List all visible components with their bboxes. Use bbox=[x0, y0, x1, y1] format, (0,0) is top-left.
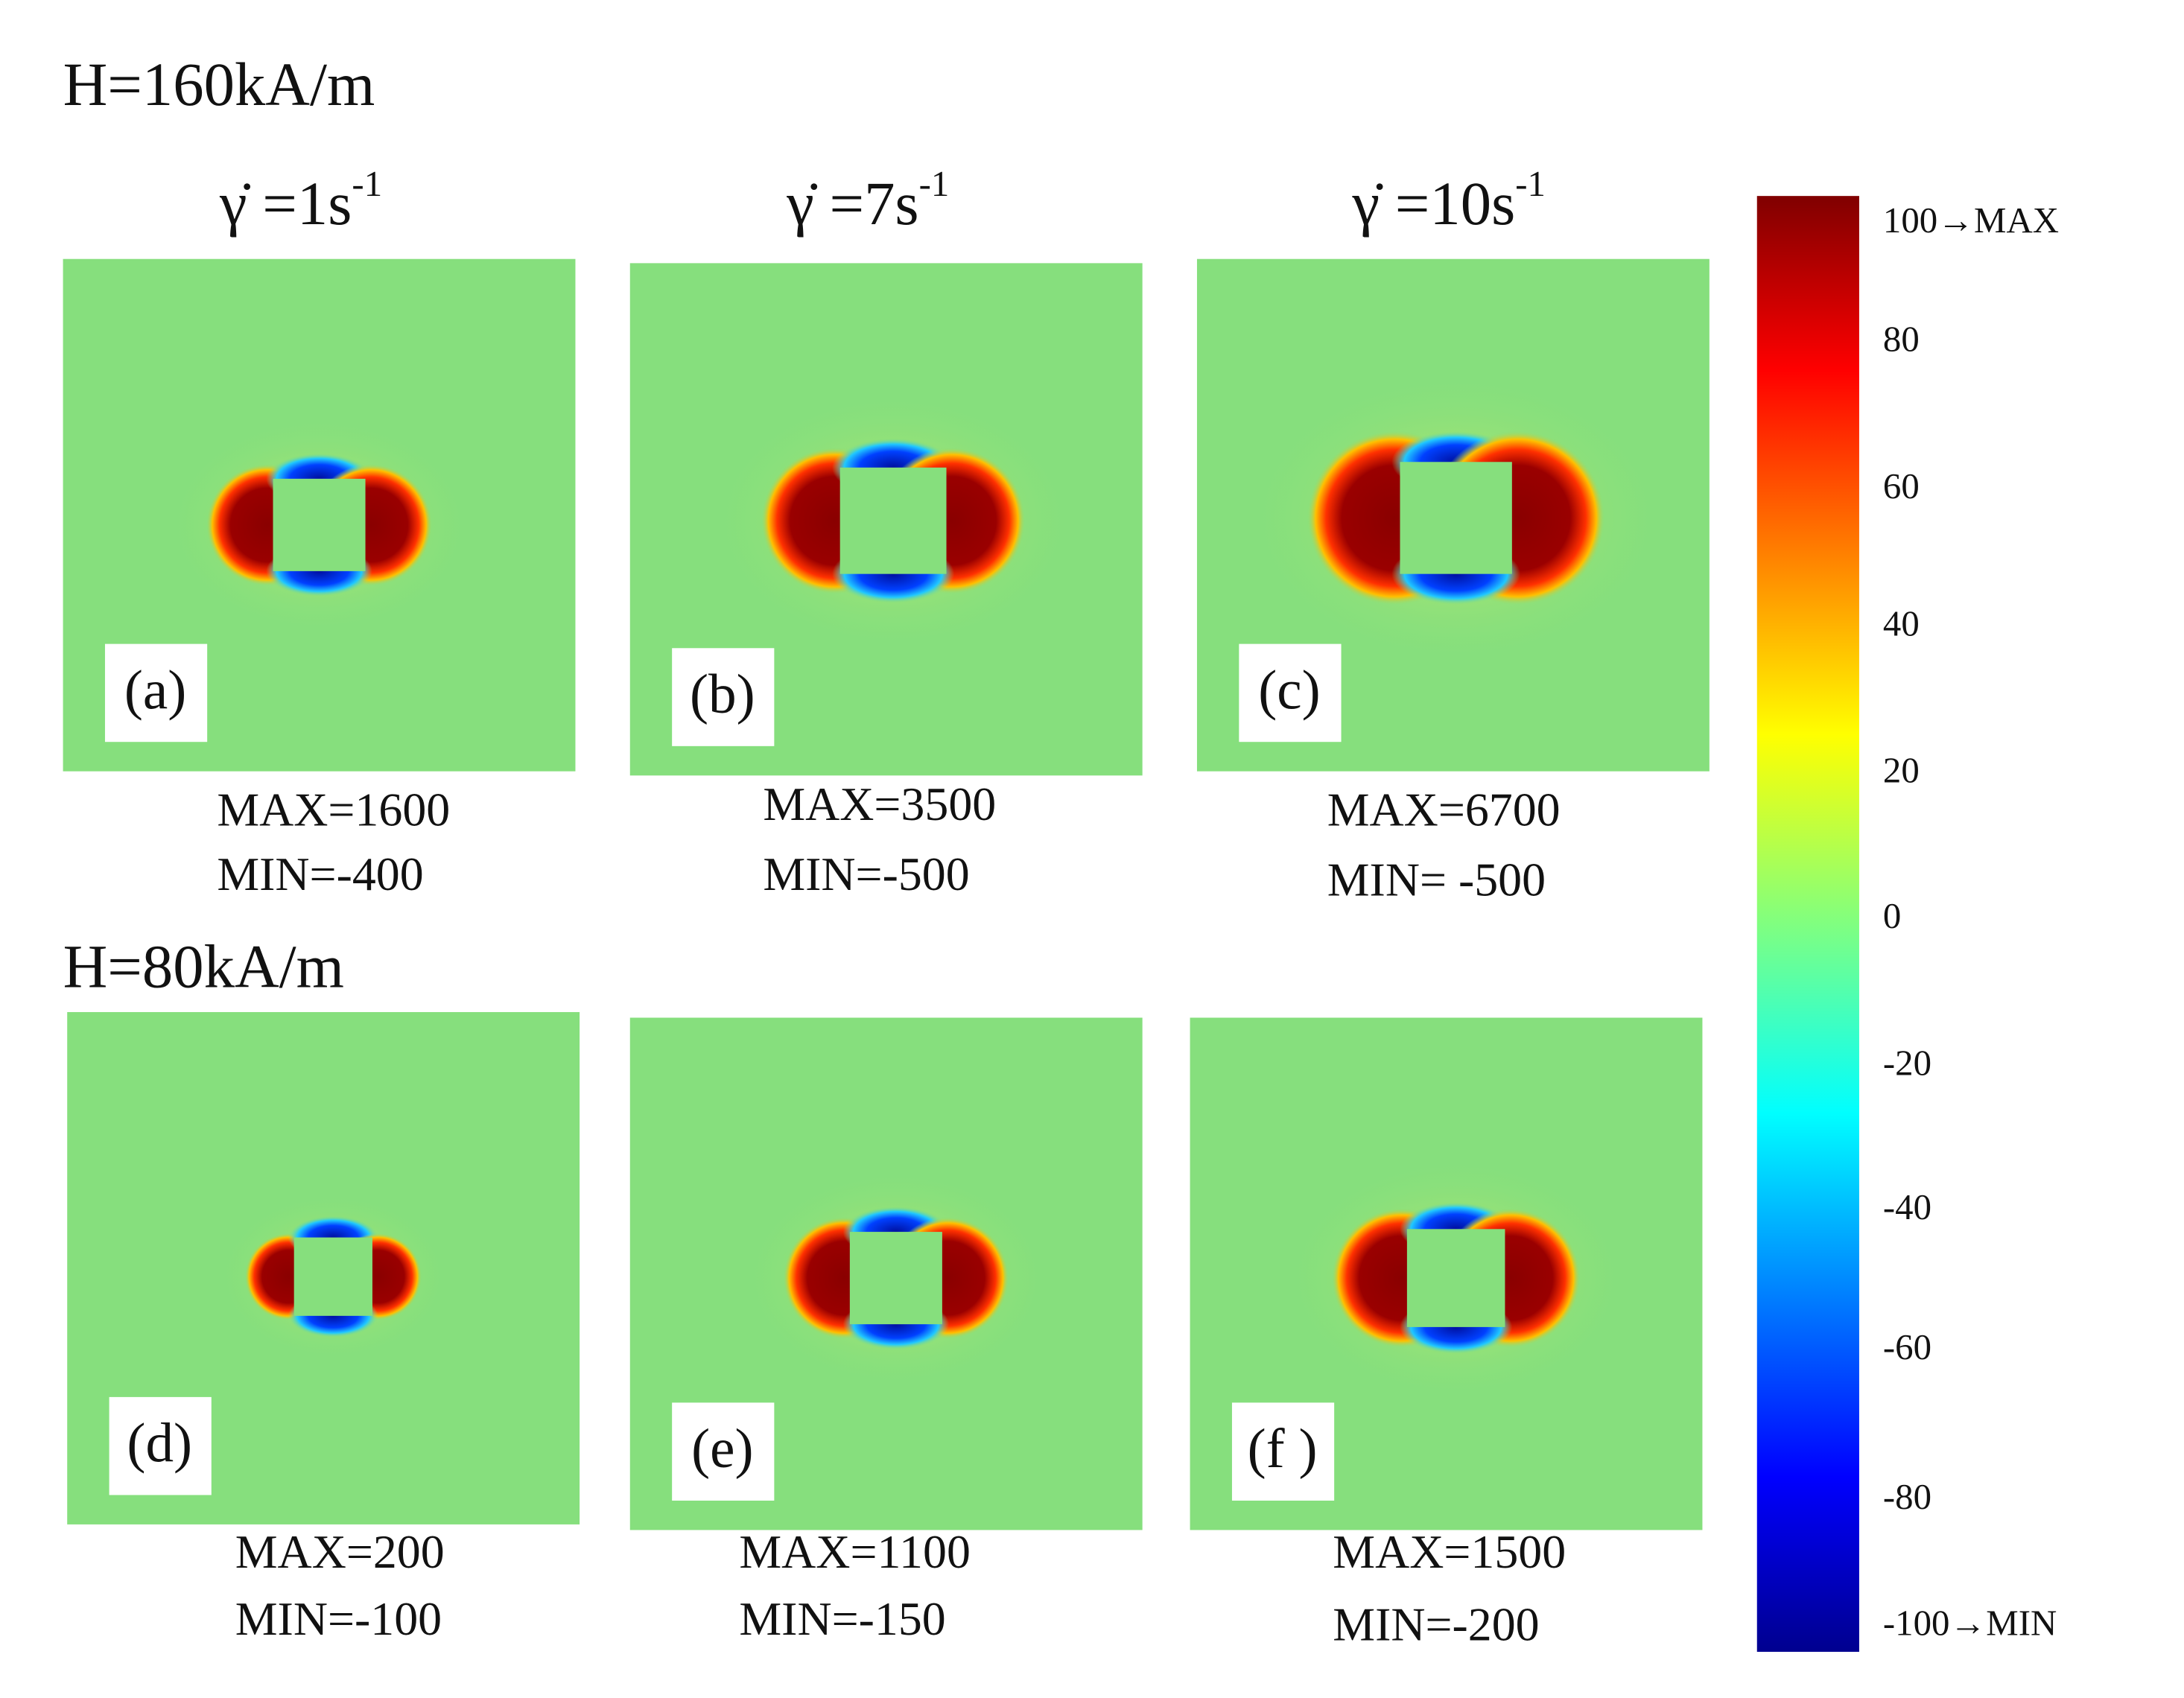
label-box bbox=[1239, 643, 1342, 743]
colorbar-tick-label: 80 bbox=[1883, 319, 1920, 360]
exponent: -1 bbox=[919, 163, 950, 204]
exponent: -1 bbox=[352, 163, 382, 204]
max-value: MAX=6700 bbox=[1327, 783, 1561, 836]
panel-label: (a) bbox=[124, 659, 186, 721]
colorbar-tick-label: 60 bbox=[1883, 465, 1920, 506]
field-map bbox=[629, 263, 1143, 776]
min-value: MIN= -500 bbox=[1327, 853, 1546, 906]
max-value: MAX=200 bbox=[235, 1525, 445, 1578]
shear-symbol: γ̇ bbox=[219, 169, 251, 238]
panel-label: (e) bbox=[691, 1418, 753, 1480]
min-value: MIN=-400 bbox=[217, 848, 423, 900]
colorbar-tick-label: 0 bbox=[1883, 895, 1901, 936]
column-title: γ̇ =1s-1 bbox=[219, 163, 382, 238]
field-map bbox=[629, 1017, 1143, 1530]
colorbar-tick-label: 40 bbox=[1883, 602, 1920, 643]
row-title: H=80kA/m bbox=[63, 932, 344, 1000]
field-map bbox=[67, 1011, 580, 1524]
label-box bbox=[104, 643, 208, 743]
field-map bbox=[63, 258, 576, 772]
particle bbox=[273, 478, 366, 571]
particle bbox=[1406, 1229, 1505, 1327]
colorbar-tick-label: 100→MAX bbox=[1883, 200, 2059, 241]
panel-label: (b) bbox=[690, 664, 755, 725]
min-value: MIN=-150 bbox=[739, 1592, 945, 1645]
min-value: MIN=-500 bbox=[763, 848, 969, 900]
particle bbox=[839, 467, 947, 574]
row-title: H=160kA/m bbox=[63, 50, 375, 118]
min-value: MIN=-200 bbox=[1333, 1598, 1539, 1651]
panel-label: (d) bbox=[127, 1413, 192, 1475]
colorbar-tick-label: -100→MIN bbox=[1883, 1602, 2057, 1643]
colorbar-tick-label: -60 bbox=[1883, 1326, 1931, 1367]
exponent: -1 bbox=[1515, 163, 1546, 204]
label-box bbox=[1231, 1402, 1335, 1501]
max-value: MAX=3500 bbox=[763, 778, 996, 830]
column-title: γ̇ =10s-1 bbox=[1352, 163, 1546, 238]
max-value: MAX=1600 bbox=[217, 783, 450, 836]
colorbar-tick-label: -80 bbox=[1883, 1476, 1931, 1517]
shear-symbol: γ̇ bbox=[1352, 169, 1384, 238]
particle bbox=[849, 1232, 942, 1325]
shear-rate: =10s bbox=[1380, 169, 1515, 238]
field-map bbox=[1196, 258, 1710, 772]
colorbar-tick-label: 20 bbox=[1883, 750, 1920, 791]
shear-symbol: γ̇ bbox=[786, 169, 818, 238]
label-box bbox=[672, 1402, 775, 1501]
colorbar-tick-label: -40 bbox=[1883, 1186, 1931, 1227]
panel-label: (f ) bbox=[1248, 1418, 1318, 1480]
label-box bbox=[672, 648, 775, 746]
min-value: MIN=-100 bbox=[235, 1592, 442, 1645]
shear-rate: =1s bbox=[247, 169, 352, 238]
colorbar bbox=[1756, 196, 1859, 1652]
max-value: MAX=1100 bbox=[739, 1525, 971, 1578]
colorbar-tick-label: -20 bbox=[1883, 1043, 1931, 1084]
particle bbox=[293, 1237, 372, 1316]
shear-rate: =7s bbox=[814, 169, 919, 238]
label-box bbox=[109, 1396, 212, 1495]
particle bbox=[1400, 462, 1512, 574]
panel-label: (c) bbox=[1258, 659, 1320, 721]
field-map bbox=[1190, 1017, 1703, 1530]
max-value: MAX=1500 bbox=[1333, 1525, 1566, 1578]
column-title: γ̇ =7s-1 bbox=[786, 163, 949, 238]
